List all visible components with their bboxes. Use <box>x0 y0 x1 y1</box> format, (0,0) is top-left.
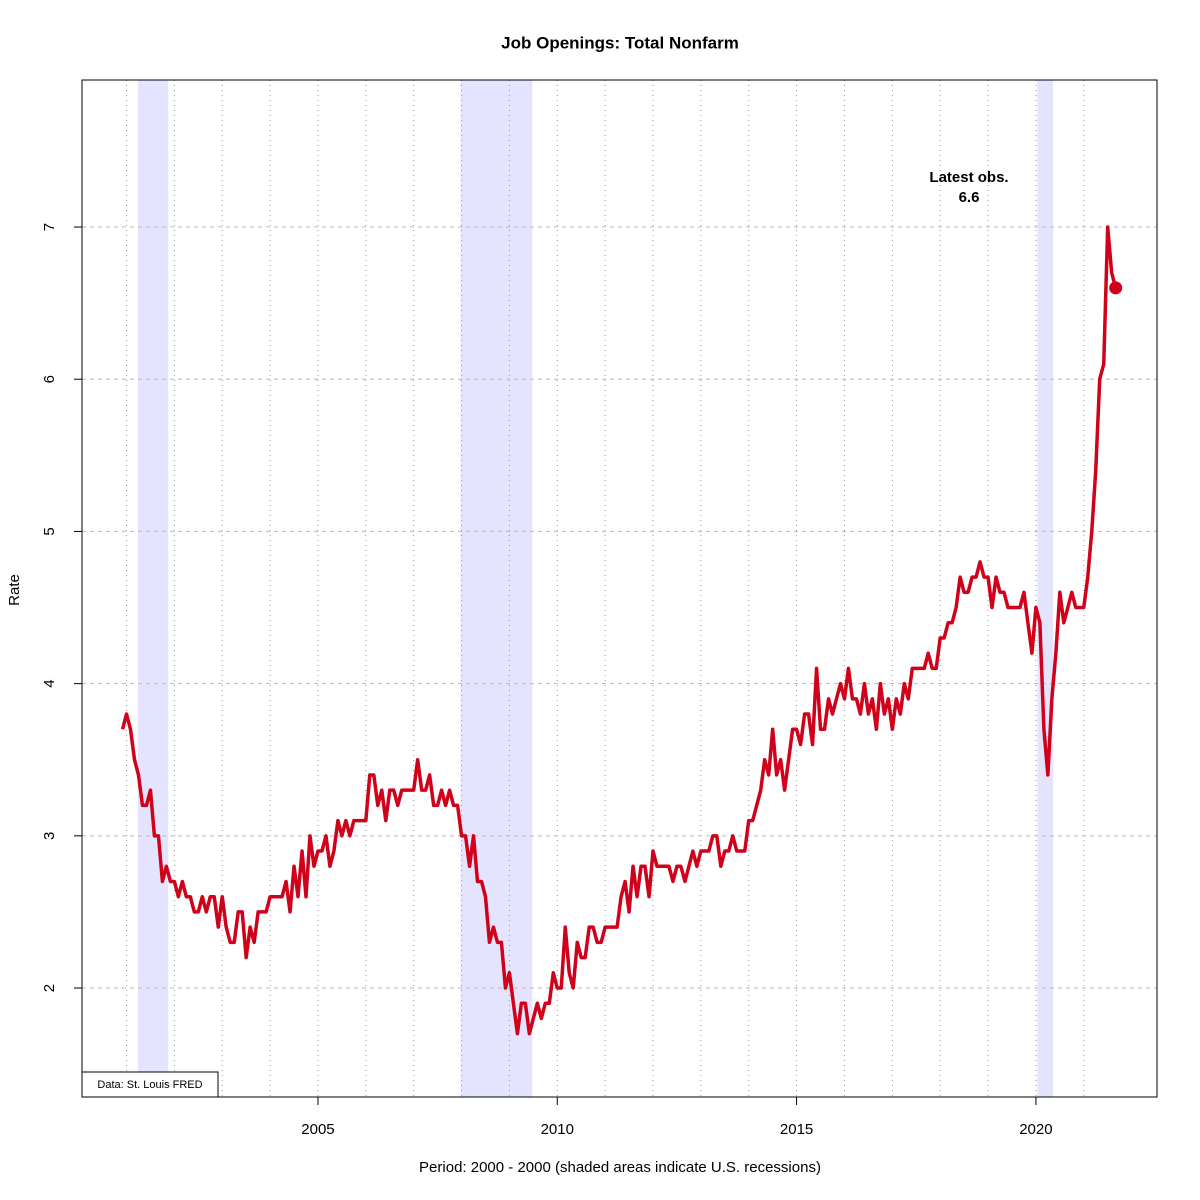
annotation: Latest obs. <box>929 169 1008 186</box>
chart-title: Job Openings: Total Nonfarm <box>501 33 739 52</box>
recession-band <box>1037 80 1054 1097</box>
x-axis-label: Period: 2000 - 2000 (shaded areas indica… <box>419 1159 821 1176</box>
recession-band <box>460 80 533 1097</box>
source-note: Data: St. Louis FRED <box>97 1079 202 1091</box>
plot-frame <box>81 79 1158 1098</box>
x-tick-label: 2015 <box>780 1121 813 1138</box>
grid-layer <box>82 80 1157 1097</box>
data-line <box>120 225 1118 1036</box>
annotation: 6.6 <box>959 189 980 206</box>
y-tick-label: 7 <box>41 223 58 231</box>
y-tick-label: 6 <box>41 375 58 383</box>
x-tick-label: 2020 <box>1019 1121 1052 1138</box>
y-axis-label: Rate <box>6 574 23 606</box>
recession-band <box>137 80 169 1097</box>
background-layer <box>137 80 1054 1097</box>
x-tick-label: 2005 <box>301 1121 334 1138</box>
y-tick-label: 5 <box>41 527 58 535</box>
latest-point <box>1109 281 1123 295</box>
y-tick-label: 2 <box>41 984 58 992</box>
y-tick-label: 3 <box>41 832 58 840</box>
source-box <box>81 1071 219 1098</box>
y-tick-label: 4 <box>41 679 58 687</box>
x-tick-label: 2010 <box>541 1121 574 1138</box>
data-layer <box>120 225 1123 1036</box>
